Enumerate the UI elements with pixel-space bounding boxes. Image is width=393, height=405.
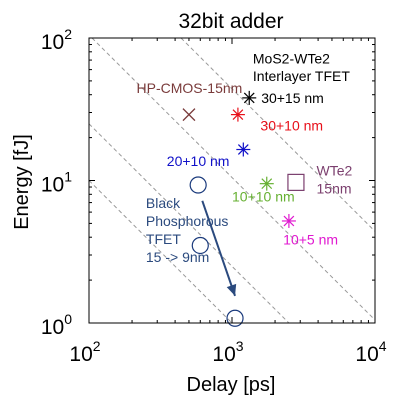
- circle-marker: [191, 236, 209, 255]
- ann-mos2-1-line-0: MoS2-WTe2: [253, 51, 330, 67]
- asterisk-marker-stroke: [283, 215, 295, 227]
- y-tick-label-0: 100: [41, 311, 72, 339]
- ann-bp-line-0: Black: [146, 195, 181, 211]
- ann-bp-line-1: Phosphorous: [146, 213, 229, 229]
- ann-mos2-2-line-0: Interlayer TFET: [253, 68, 350, 84]
- ann-bp-line-3: 15 -> 9nm: [146, 249, 209, 265]
- x-tick-label-1: 103: [212, 338, 243, 366]
- square-marker: [287, 173, 305, 191]
- ann-wte2-line-1: 15nm: [317, 181, 352, 197]
- reference-line-3: [89, 180, 233, 323]
- x-marker-stroke: [182, 108, 196, 122]
- asterisk-marker-stroke: [261, 178, 273, 190]
- x-axis-label: Delay [ps]: [187, 374, 276, 396]
- ann-wte2-line-0: WTe2: [317, 163, 353, 179]
- reference-lines: [89, 38, 375, 323]
- data-point-1-asterisk: [242, 90, 257, 105]
- circle-marker: [226, 309, 244, 327]
- y-axis-label: Energy [fJ]: [11, 134, 33, 230]
- chart-title: 32bit adder: [178, 10, 283, 33]
- data-point-3-asterisk: [236, 142, 251, 157]
- asterisk-marker-stroke: [237, 144, 249, 155]
- asterisk-marker-stroke: [243, 92, 255, 104]
- x-tick-exponent-1: 3: [236, 338, 244, 354]
- ann-2010-line-0: 20+10 nm: [167, 153, 230, 169]
- ann-hpcmos-line-0: HP-CMOS-15nm: [137, 80, 243, 96]
- data-point-0-x: [182, 108, 196, 122]
- reference-line-2: [89, 123, 290, 323]
- x-tick-label-2: 104: [355, 338, 386, 366]
- data-point-4-asterisk: [259, 176, 274, 191]
- x-tick-label-0: 102: [69, 338, 100, 366]
- x-tick-exponent-0: 2: [93, 338, 101, 354]
- reference-line-1: [91, 38, 375, 321]
- arrow-head: [226, 283, 237, 296]
- x-tick-exponent-2: 4: [379, 338, 387, 354]
- arrow-layer: [201, 200, 237, 297]
- y-tick-label-2: 102: [41, 26, 72, 54]
- data-point-6-square: [287, 173, 305, 191]
- ann-105-line-0: 10+5 nm: [283, 232, 338, 248]
- arrow-shaft: [201, 200, 236, 297]
- y-tick-exponent-1: 1: [64, 169, 72, 185]
- y-tick-exponent-2: 2: [64, 26, 72, 42]
- data-points: [182, 90, 305, 327]
- ann-1010-line-0: 10+10 nm: [232, 189, 295, 205]
- data-point-2-asterisk: [230, 107, 245, 122]
- ann-bp-line-2: TFET: [146, 231, 181, 247]
- y-tick-label-1: 101: [41, 169, 72, 197]
- ann-3015-line-0: 30+15 nm: [261, 90, 324, 106]
- data-point-5-asterisk: [281, 213, 296, 228]
- y-tick-exponent-0: 0: [64, 311, 72, 327]
- data-point-8-circle: [191, 236, 209, 255]
- data-point-7-circle: [189, 176, 207, 194]
- asterisk-marker-stroke: [232, 109, 244, 120]
- data-point-9-circle: [226, 309, 244, 327]
- ann-3010-line-0: 30+10 nm: [260, 117, 323, 133]
- circle-marker: [189, 176, 207, 194]
- reference-line-0: [180, 38, 375, 232]
